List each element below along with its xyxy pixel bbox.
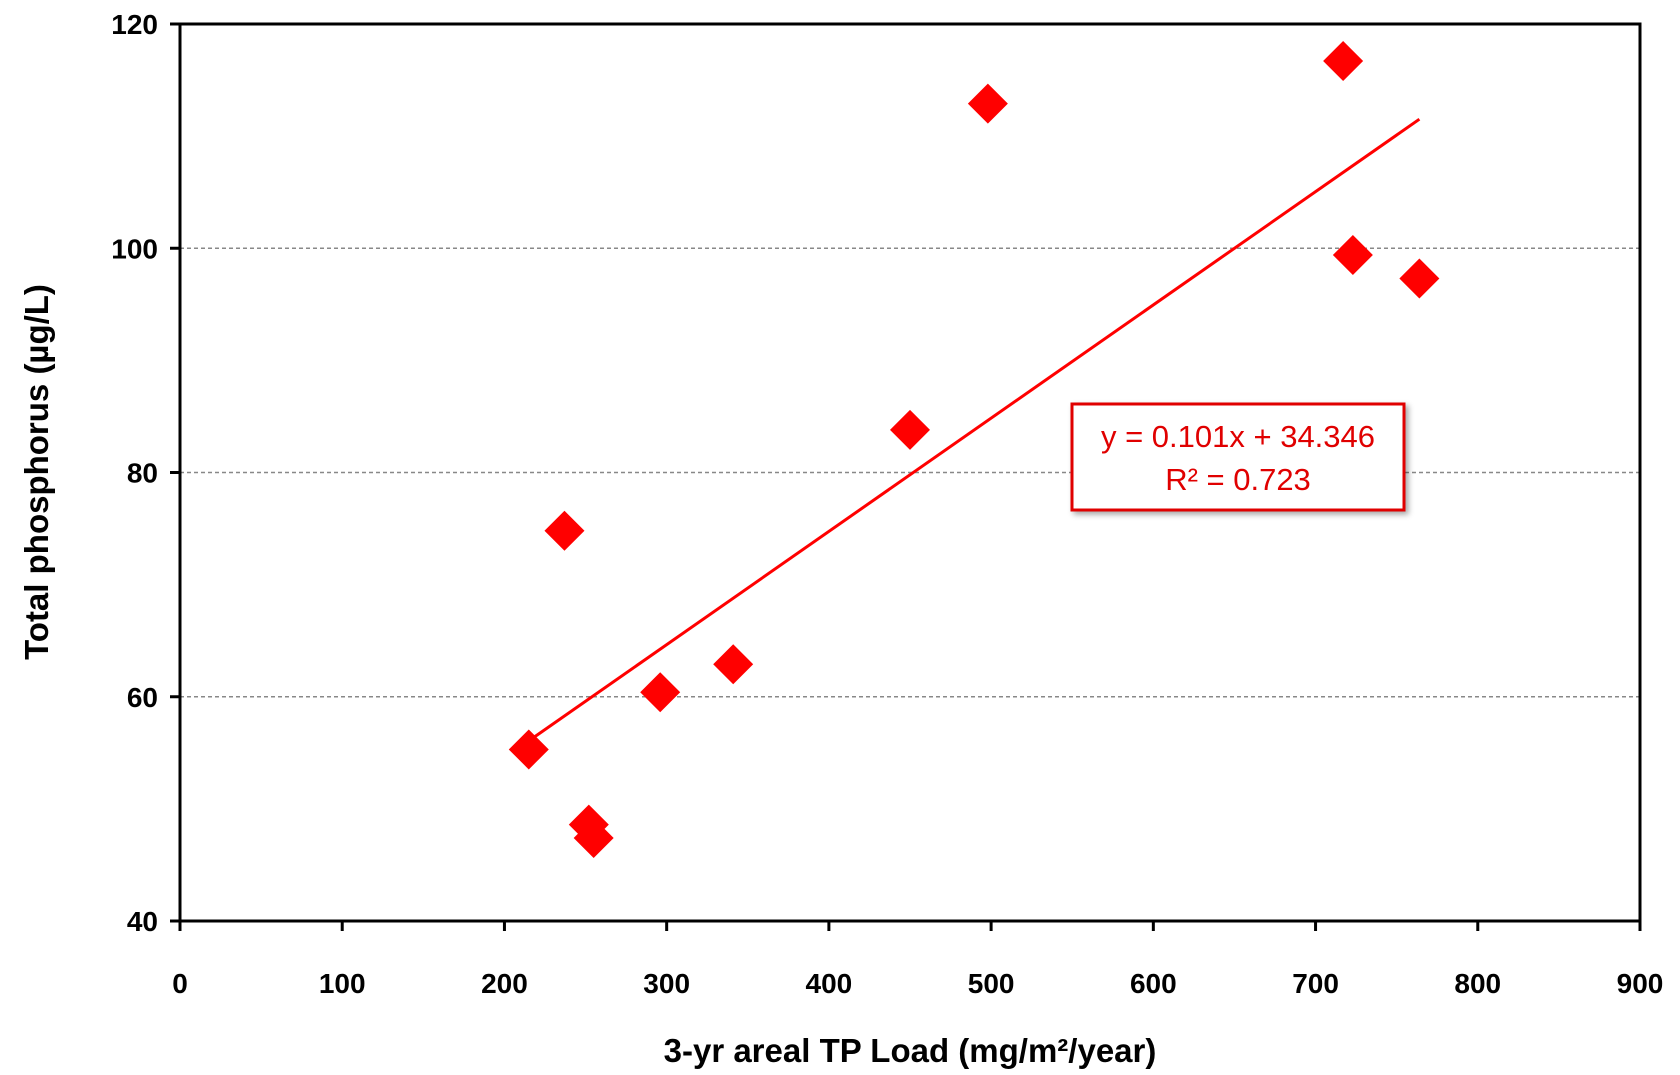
x-tick-label: 700 [1292, 968, 1339, 999]
trendline-group [527, 117, 1421, 743]
data-point [508, 729, 549, 770]
x-tick-label: 300 [643, 968, 690, 999]
x-tick-label: 100 [319, 968, 366, 999]
x-axis-title: 3-yr areal TP Load (mg/m²/year) [664, 1032, 1157, 1069]
data-point [1332, 234, 1373, 275]
data-point [573, 818, 614, 859]
y-tick-label: 100 [111, 233, 158, 264]
x-tick-label: 900 [1617, 968, 1664, 999]
x-tick-label: 0 [172, 968, 188, 999]
data-point [1323, 41, 1364, 82]
r-squared-label: R² = 0.723 [1165, 462, 1311, 497]
x-tick-label: 600 [1130, 968, 1177, 999]
data-point [1399, 258, 1440, 299]
x-tick-label: 800 [1454, 968, 1501, 999]
data-point [967, 83, 1008, 124]
x-tick-label: 200 [481, 968, 528, 999]
trendline [527, 117, 1421, 743]
data-point [640, 672, 681, 713]
data-points [508, 41, 1440, 859]
y-tick-label: 60 [127, 682, 158, 713]
data-point [713, 644, 754, 685]
equation-box [1070, 402, 1406, 512]
axis-ticks: 40 60 80 100 120 0 100 200 300 400 500 600 700 800 900 [111, 9, 1663, 999]
equation-label: y = 0.101x + 34.346 [1101, 419, 1375, 454]
data-point [544, 510, 585, 551]
y-axis-title: Total phosphorus (µg/L) [18, 284, 55, 660]
equation-annotation: y = 0.101x + 34.346 R² = 0.723 [1070, 402, 1406, 512]
x-tick-label: 500 [968, 968, 1015, 999]
y-tick-label: 120 [111, 9, 158, 40]
y-tick-label: 40 [127, 906, 158, 937]
grid-lines [180, 247, 1640, 698]
x-tick-label: 400 [806, 968, 853, 999]
data-point [890, 409, 930, 450]
y-tick-label: 80 [127, 458, 158, 489]
